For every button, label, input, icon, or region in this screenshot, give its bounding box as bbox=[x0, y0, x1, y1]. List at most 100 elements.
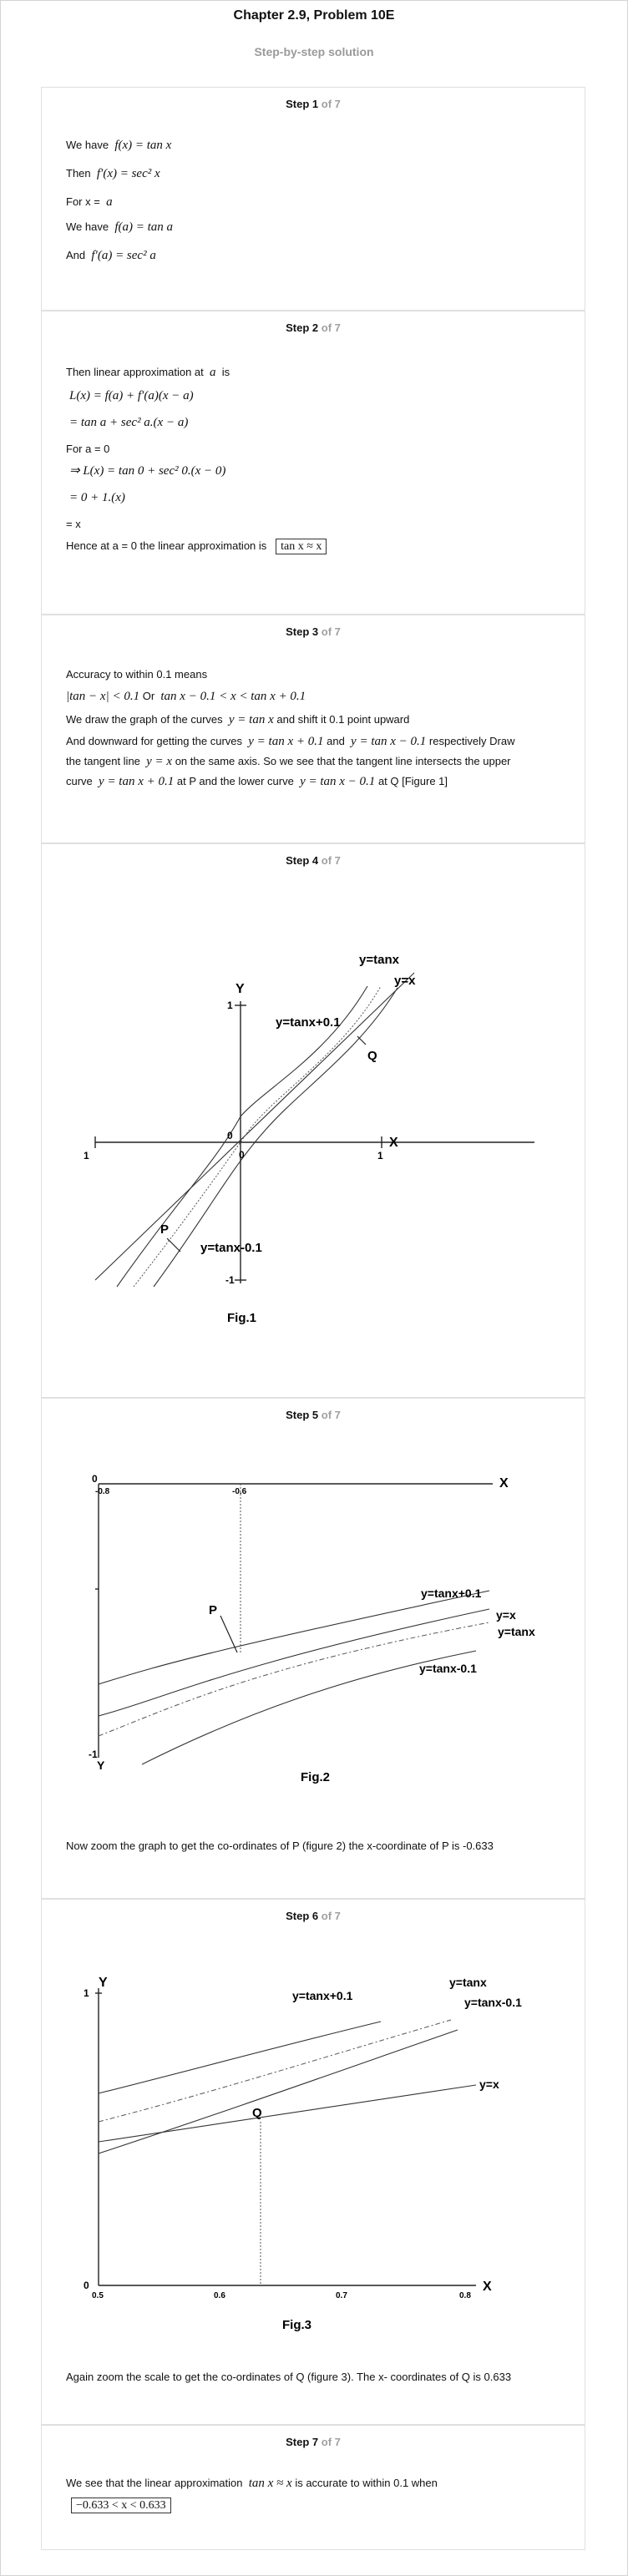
step-text: We have bbox=[66, 220, 109, 233]
step-card-7: Step 7 of 7 We see that the linear appro… bbox=[41, 2425, 585, 2550]
tick-label: 0.7 bbox=[336, 2291, 347, 2300]
step-text: We draw the graph of the curves bbox=[66, 713, 223, 726]
curve-y-equals-x bbox=[98, 1608, 490, 1717]
math-expression: = 0 + 1.(x) bbox=[69, 491, 125, 504]
tick-label: 0 bbox=[84, 2280, 89, 2291]
math-expression: tan x − 0.1 < x < tan x + 0.1 bbox=[160, 690, 306, 703]
curve-tanx bbox=[98, 1622, 490, 1737]
label-tanx-plus: y=tanx+0.1 bbox=[292, 1989, 353, 2002]
tick-label: -1 bbox=[84, 1150, 89, 1161]
step-text: Accuracy to within 0.1 means bbox=[66, 668, 208, 681]
figure-caption: Fig.3 bbox=[282, 2318, 311, 2332]
step-heading: Step 5 of 7 bbox=[286, 1409, 341, 1421]
label-tanx-plus: y=tanx+0.1 bbox=[421, 1587, 482, 1600]
page-title: Chapter 2.9, Problem 10E bbox=[233, 8, 395, 23]
label-p: P bbox=[209, 1603, 217, 1617]
tick-label: 1 bbox=[84, 1987, 89, 1999]
tick-label: 0.8 bbox=[459, 2291, 471, 2300]
figure-3: 1 0 0.5 0.6 0.7 0.8 X Y y=tanx+0.1 y=tan… bbox=[84, 1976, 522, 2332]
math-expression: ⇒ L(x) = tan 0 + sec² 0.(x − 0) bbox=[69, 464, 226, 478]
boxed-answer: −0.633 < x < 0.633 bbox=[71, 2498, 171, 2513]
step-heading: Step 2 of 7 bbox=[286, 321, 341, 334]
math-expression: f′(x) = sec² x bbox=[96, 167, 160, 180]
step-text: curve bbox=[66, 775, 93, 787]
math-expression: |tan − x| < 0.1 bbox=[66, 690, 140, 703]
step-text: For x = bbox=[66, 195, 100, 208]
label-yx: y=x bbox=[496, 1608, 516, 1622]
tick-label: -0.8 bbox=[95, 1487, 110, 1496]
step-text: For a = 0 bbox=[66, 443, 110, 455]
step-text: on the same axis. So we see that the tan… bbox=[175, 755, 511, 767]
step-heading: Step 6 of 7 bbox=[286, 1910, 341, 1922]
math-expression: y = tan x + 0.1 bbox=[99, 775, 175, 788]
x-axis-label: X bbox=[483, 2280, 492, 2294]
x-axis-label: X bbox=[389, 1136, 398, 1150]
math-expression: tan x ≈ x bbox=[248, 2477, 292, 2490]
tick-label: 1 bbox=[227, 1000, 233, 1011]
curve-tanx bbox=[98, 2019, 452, 2123]
math-expression: y = tan x − 0.1 bbox=[300, 775, 376, 788]
origin-label: 0 bbox=[227, 1130, 233, 1141]
label-tanx: y=tanx bbox=[449, 1976, 487, 1989]
step-text: Then bbox=[66, 167, 91, 180]
step-text: is bbox=[221, 366, 230, 378]
math-expression: y = tan x − 0.1 bbox=[351, 735, 427, 748]
math-expression: f′(a) = sec² a bbox=[91, 249, 156, 262]
tick-label: 0.6 bbox=[214, 2291, 225, 2300]
label-p: P bbox=[160, 1222, 169, 1237]
step-card-6: Step 6 of 7 1 0 0.5 0.6 0.7 0.8 X Y y=ta… bbox=[41, 1899, 585, 2425]
step-card-2: Step 2 of 7 Then linear approximation at… bbox=[41, 311, 585, 615]
label-tanx: y=tanx bbox=[498, 1625, 535, 1638]
curve-tanx-minus bbox=[153, 987, 398, 1288]
step-text: = x bbox=[66, 518, 81, 530]
figure-caption: Fig.2 bbox=[301, 1770, 330, 1784]
label-tanx-minus: y=tanx-0.1 bbox=[419, 1662, 477, 1675]
figure-2: 0 -0.8 -0.6 -1 X Y y=tanx+0.1 y=x y=tanx… bbox=[89, 1473, 535, 1784]
step-text: respectively Draw bbox=[428, 735, 515, 747]
step-heading: Step 7 of 7 bbox=[286, 2436, 341, 2448]
step-text: We have bbox=[66, 139, 109, 151]
label-tanx-plus: y=tanx+0.1 bbox=[276, 1015, 341, 1030]
math-expression: y = tan x + 0.1 bbox=[248, 735, 324, 748]
tick-label: -1 bbox=[225, 1274, 235, 1286]
step-heading: Step 4 of 7 bbox=[286, 854, 341, 867]
math-expression: f(a) = tan a bbox=[114, 220, 174, 234]
curve-tanx-minus bbox=[141, 1650, 477, 1765]
figure-1: -1 1 1 -1 0 0 X Y y=tanx y=x y=tanx+0.1 … bbox=[84, 953, 534, 1325]
step-text: Hence at a = 0 the linear approximation … bbox=[66, 539, 267, 552]
step-text: Again zoom the scale to get the co-ordin… bbox=[66, 2371, 512, 2383]
math-expression: a bbox=[210, 366, 216, 379]
tick-label: -1 bbox=[89, 1749, 98, 1760]
math-expression: f(x) = tan x bbox=[114, 139, 172, 152]
tick-label: 0 bbox=[92, 1473, 98, 1485]
tick-label: 1 bbox=[377, 1150, 383, 1161]
math-expression: a bbox=[106, 195, 113, 209]
origin-label: 0 bbox=[239, 1149, 245, 1161]
step-text: And downward for getting the curves bbox=[66, 735, 243, 747]
step-text: and bbox=[327, 735, 345, 747]
label-tanx-minus: y=tanx-0.1 bbox=[200, 1241, 262, 1255]
y-axis-label: Y bbox=[97, 1759, 105, 1772]
step-card-3: Step 3 of 7 Accuracy to within 0.1 means… bbox=[41, 615, 585, 843]
y-axis-label: Y bbox=[99, 1976, 108, 1990]
step-text: And bbox=[66, 249, 86, 261]
label-yx: y=x bbox=[479, 2078, 499, 2091]
curve-tanx-minus bbox=[98, 2029, 458, 2154]
math-expression: = tan a + sec² a.(x − a) bbox=[69, 416, 189, 429]
math-expression: y = x bbox=[146, 755, 173, 768]
boxed-answer: tan x ≈ x bbox=[276, 539, 327, 554]
curve-tanx-plus bbox=[116, 985, 368, 1288]
pointer-p bbox=[220, 1615, 238, 1653]
y-axis-label: Y bbox=[236, 982, 245, 996]
step-text: the tangent line bbox=[66, 755, 140, 767]
step-card-5: Step 5 of 7 0 -0.8 -0.6 -1 X Y y=tanx+0.… bbox=[41, 1398, 585, 1899]
figure-caption: Fig.1 bbox=[227, 1311, 256, 1325]
tick-label: -0.6 bbox=[232, 1487, 247, 1496]
step-text: Then linear approximation at bbox=[66, 366, 204, 378]
step-text: is accurate to within 0.1 when bbox=[295, 2477, 438, 2489]
curve-y-equals-x bbox=[98, 2084, 477, 2143]
pointer-q bbox=[357, 1035, 367, 1045]
label-tanx: y=tanx bbox=[359, 953, 400, 967]
step-text: at Q [Figure 1] bbox=[377, 775, 448, 787]
curve-tanx bbox=[133, 985, 382, 1288]
